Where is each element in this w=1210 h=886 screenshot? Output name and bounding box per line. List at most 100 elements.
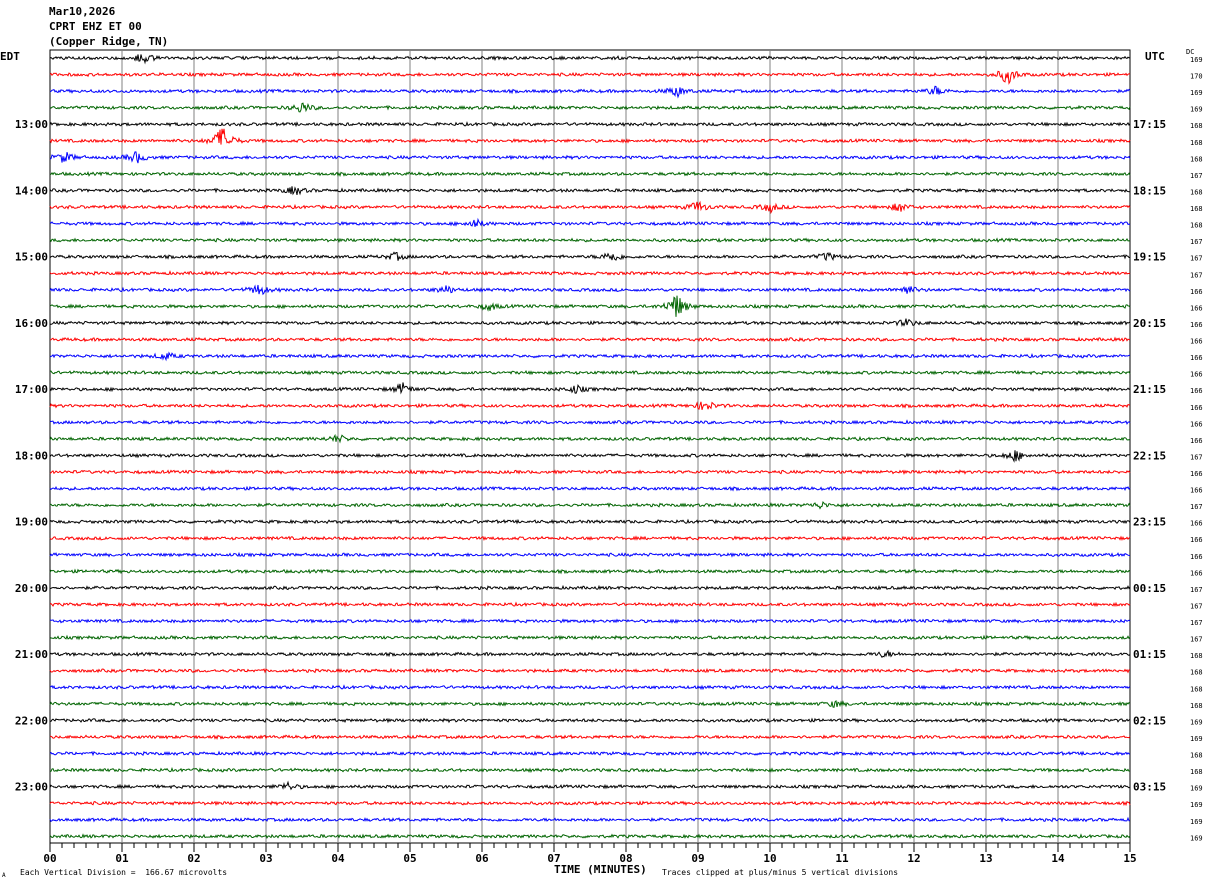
x-tick-label: 05 — [403, 852, 416, 865]
dc-offset-label: 166 — [1190, 553, 1203, 561]
dc-offset-label: 168 — [1190, 768, 1203, 776]
seismic-trace — [49, 151, 1131, 164]
x-tick-label: 06 — [475, 852, 489, 865]
seismic-trace — [49, 501, 1131, 510]
seismic-trace — [49, 186, 1130, 196]
left-hour-label: 21:00 — [15, 648, 48, 661]
seismic-trace — [49, 800, 1131, 807]
right-hour-label: 22:15 — [1133, 449, 1166, 462]
chart-date: Mar10,2026 — [49, 5, 116, 18]
right-hour-label: 19:15 — [1133, 251, 1166, 264]
seismic-trace — [49, 667, 1131, 674]
dc-offset-label: 169 — [1190, 818, 1203, 826]
dc-offset-label: 167 — [1190, 271, 1203, 279]
seismic-trace — [49, 433, 1131, 444]
left-hour-label: 19:00 — [15, 516, 48, 529]
seismic-trace — [49, 70, 1131, 85]
dc-header-label: DC — [1186, 48, 1195, 56]
dc-offset-label: 168 — [1190, 702, 1203, 710]
x-tick-label: 03 — [259, 852, 272, 865]
seismic-trace — [49, 351, 1131, 362]
seismic-trace — [49, 734, 1131, 740]
x-tick-label: 14 — [1051, 852, 1065, 865]
left-hour-label: 20:00 — [15, 582, 48, 595]
chart-location: (Copper Ridge, TN) — [49, 35, 169, 48]
seismic-trace — [49, 54, 1131, 65]
seismic-trace — [49, 336, 1131, 343]
x-tick-label: 09 — [691, 852, 704, 865]
seismic-trace — [49, 780, 1131, 791]
x-tick-label: 00 — [43, 852, 56, 865]
dc-offset-label: 169 — [1190, 56, 1203, 64]
seismic-trace — [49, 284, 1131, 296]
seismic-trace — [49, 750, 1131, 757]
left-hour-label: 18:00 — [15, 449, 48, 462]
right-hour-label: 01:15 — [1133, 648, 1166, 661]
left-hour-label: 23:00 — [15, 781, 48, 794]
seismic-trace — [49, 121, 1131, 128]
dc-offset-label: 169 — [1190, 718, 1203, 726]
right-hour-label: 20:15 — [1133, 317, 1166, 330]
dc-offset-label: 167 — [1190, 255, 1203, 263]
dc-offset-label: 167 — [1190, 636, 1203, 644]
x-tick-label: 02 — [187, 852, 200, 865]
seismic-trace — [49, 295, 1131, 317]
seismic-trace — [49, 217, 1131, 227]
dc-offset-label: 168 — [1190, 669, 1203, 677]
dc-offset-label: 166 — [1190, 420, 1203, 428]
dc-offset-label: 169 — [1190, 106, 1203, 114]
seismic-trace — [49, 634, 1131, 641]
x-tick-label: 15 — [1123, 852, 1136, 865]
seismic-trace — [49, 200, 1131, 215]
dc-offset-label: 168 — [1190, 752, 1203, 760]
dc-offset-label: 166 — [1190, 304, 1203, 312]
right-hour-label: 17:15 — [1133, 118, 1166, 131]
dc-offset-label: 166 — [1190, 520, 1203, 528]
seismic-trace — [49, 601, 1131, 608]
seismic-trace — [49, 618, 1131, 624]
right-hour-label: 02:15 — [1133, 714, 1166, 727]
seismic-trace — [49, 717, 1131, 724]
seismic-trace — [49, 584, 1131, 591]
seismic-trace — [49, 171, 1131, 177]
scale-note: Each Vertical Division = 166.67 microvol… — [20, 868, 228, 877]
x-tick-label: 10 — [763, 852, 776, 865]
seismic-trace — [49, 270, 1131, 277]
dc-offset-label: 168 — [1190, 685, 1203, 693]
dc-offset-label: 170 — [1190, 73, 1203, 81]
dc-offset-label: 169 — [1190, 785, 1203, 793]
seismic-trace — [49, 128, 1131, 145]
seismic-trace — [49, 401, 1131, 410]
x-tick-label: 13 — [979, 852, 992, 865]
seismic-trace — [49, 518, 1131, 525]
left-hour-label: 16:00 — [15, 317, 48, 330]
dc-offset-label: 166 — [1190, 470, 1203, 478]
right-hour-label: 18:15 — [1133, 184, 1166, 197]
seismic-trace — [49, 318, 1131, 327]
x-tick-label: 04 — [331, 852, 345, 865]
seismic-trace — [49, 767, 1131, 773]
dc-offset-label: 166 — [1190, 371, 1203, 379]
seismic-trace — [49, 816, 1130, 823]
dc-offset-label: 169 — [1190, 834, 1203, 842]
corner-mark: A — [2, 872, 6, 879]
x-axis-title: TIME (MINUTES) — [554, 863, 647, 876]
left-hour-label: 13:00 — [15, 118, 48, 131]
dc-offset-label: 168 — [1190, 155, 1203, 163]
left-hour-label: 22:00 — [15, 714, 48, 727]
dc-offset-label: 169 — [1190, 735, 1203, 743]
left-hour-label: 15:00 — [15, 251, 48, 264]
left-hour-label: 17:00 — [15, 383, 48, 396]
dc-offset-label: 166 — [1190, 354, 1203, 362]
seismic-trace — [49, 684, 1131, 691]
dc-offset-label: 168 — [1190, 122, 1203, 130]
dc-offset-label: 167 — [1190, 586, 1203, 594]
seismic-trace — [49, 237, 1131, 244]
clip-note: Traces clipped at plus/minus 5 vertical … — [662, 868, 899, 877]
x-tick-label: 12 — [907, 852, 920, 865]
right-hour-label: 21:15 — [1133, 383, 1166, 396]
dc-offset-label: 167 — [1190, 172, 1203, 180]
right-hour-label: 03:15 — [1133, 781, 1166, 794]
dc-offset-label: 168 — [1190, 139, 1203, 147]
